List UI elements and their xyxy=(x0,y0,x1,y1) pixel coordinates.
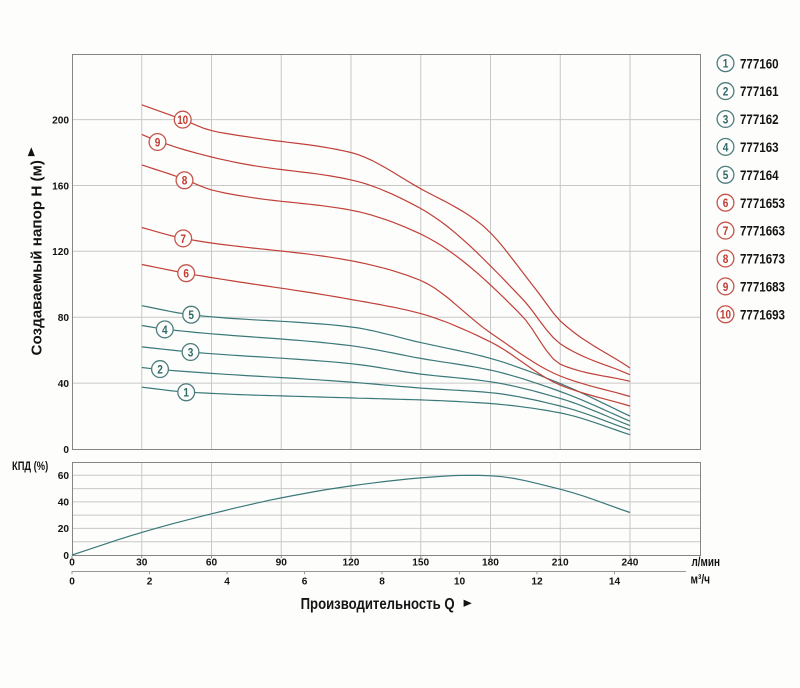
svg-text:0: 0 xyxy=(69,557,75,568)
svg-text:9: 9 xyxy=(155,135,161,149)
svg-text:60: 60 xyxy=(58,471,70,482)
svg-text:40: 40 xyxy=(58,379,70,390)
svg-text:10: 10 xyxy=(454,576,466,587)
svg-text:240: 240 xyxy=(622,557,639,568)
svg-text:160: 160 xyxy=(52,181,69,192)
svg-text:0: 0 xyxy=(69,576,75,587)
svg-text:7771673: 7771673 xyxy=(740,251,785,267)
svg-text:12: 12 xyxy=(531,576,543,587)
svg-text:777164: 777164 xyxy=(740,167,779,183)
svg-text:4: 4 xyxy=(723,140,729,154)
svg-text:1: 1 xyxy=(183,386,189,400)
svg-text:4: 4 xyxy=(224,576,230,587)
svg-text:6: 6 xyxy=(183,267,189,281)
svg-text:7: 7 xyxy=(180,232,186,246)
svg-text:5: 5 xyxy=(723,168,729,182)
svg-text:КПД (%): КПД (%) xyxy=(12,459,48,473)
svg-text:200: 200 xyxy=(52,115,69,126)
svg-text:2: 2 xyxy=(723,85,729,99)
svg-text:6: 6 xyxy=(723,196,729,210)
svg-text:777160: 777160 xyxy=(740,55,779,71)
svg-text:Создаваемый напор Н (м): Создаваемый напор Н (м) xyxy=(29,160,46,355)
svg-text:777161: 777161 xyxy=(740,83,779,99)
svg-text:л/мин: л/мин xyxy=(692,554,721,569)
svg-text:5: 5 xyxy=(188,308,194,322)
svg-text:30: 30 xyxy=(136,557,148,568)
svg-text:6: 6 xyxy=(302,576,308,587)
svg-text:150: 150 xyxy=(412,557,429,568)
svg-text:7771663: 7771663 xyxy=(740,223,785,239)
svg-text:7771693: 7771693 xyxy=(740,306,785,322)
svg-text:60: 60 xyxy=(206,557,218,568)
svg-text:2: 2 xyxy=(147,576,153,587)
svg-text:4: 4 xyxy=(162,323,168,337)
svg-text:90: 90 xyxy=(276,557,288,568)
svg-text:0: 0 xyxy=(63,445,69,456)
svg-text:2: 2 xyxy=(157,363,163,377)
svg-text:9: 9 xyxy=(723,280,729,294)
svg-text:7771683: 7771683 xyxy=(740,279,785,295)
svg-text:3: 3 xyxy=(188,345,194,359)
svg-text:1: 1 xyxy=(723,57,729,71)
svg-text:40: 40 xyxy=(58,498,70,509)
svg-text:180: 180 xyxy=(482,557,499,568)
svg-text:8: 8 xyxy=(379,576,385,587)
svg-text:14: 14 xyxy=(609,576,621,587)
svg-text:120: 120 xyxy=(52,247,69,258)
svg-text:7771653: 7771653 xyxy=(740,195,785,211)
svg-text:0: 0 xyxy=(63,551,69,562)
svg-text:80: 80 xyxy=(58,313,70,324)
svg-text:7: 7 xyxy=(723,224,729,238)
svg-text:777163: 777163 xyxy=(740,139,779,155)
svg-text:3: 3 xyxy=(723,112,729,126)
svg-text:20: 20 xyxy=(58,524,70,535)
svg-text:120: 120 xyxy=(343,557,360,568)
svg-text:10: 10 xyxy=(720,308,731,322)
svg-text:8: 8 xyxy=(182,174,188,188)
svg-text:777162: 777162 xyxy=(740,111,779,127)
svg-text:8: 8 xyxy=(723,252,729,266)
svg-text:210: 210 xyxy=(552,557,569,568)
svg-text:10: 10 xyxy=(177,113,188,127)
svg-text:м³/ч: м³/ч xyxy=(691,573,711,587)
svg-text:Производительность Q: Производительность Q xyxy=(301,596,455,613)
